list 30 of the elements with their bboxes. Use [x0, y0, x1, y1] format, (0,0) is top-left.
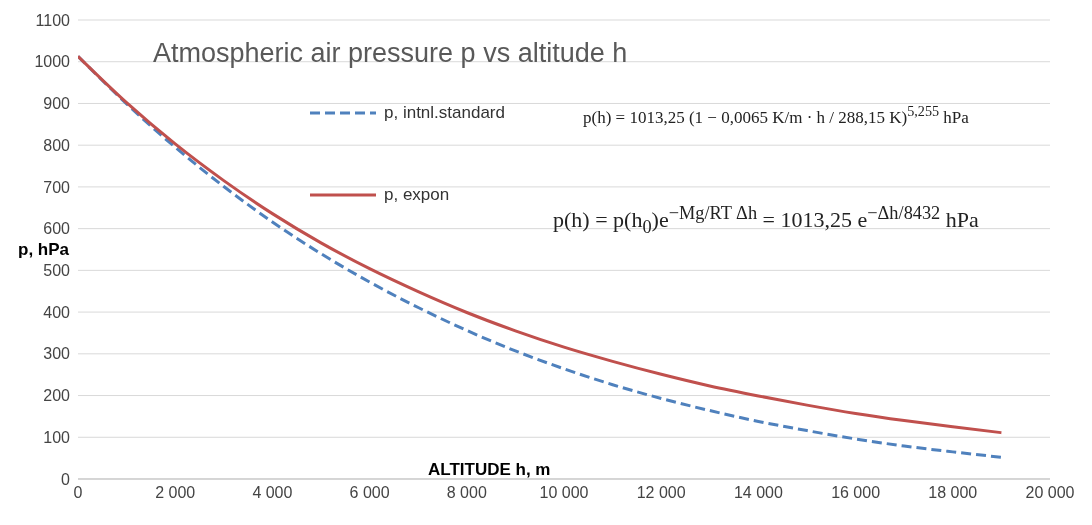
x-tick-label: 6 000: [349, 484, 390, 502]
text: Atmospheric air pressure p vs altitude h: [153, 38, 628, 69]
y-tick-label: 400: [43, 303, 71, 321]
x-tick-label: 12 000: [636, 484, 686, 502]
x-tick-label: 18 000: [928, 484, 978, 502]
x-tick-label: 0: [73, 484, 83, 502]
annotation: p(h) = 1013,25 (1 − 0,0065 K/m · h / 288,15 K)$^{5,255}$ hPa: [583, 103, 969, 128]
y-tick-label: 1100: [35, 11, 71, 29]
legend-label: p, expon: [384, 185, 450, 205]
y-tick-label: 500: [43, 262, 71, 280]
annotation: p(h) = p(h$_{0}$)e$^{−Mg/RT Δh}$ = 1013,25 e$^{−Δh/8432}$ hPa: [553, 203, 979, 238]
x-tick-label: 2 000: [155, 484, 196, 502]
y-tick-label: 600: [43, 220, 71, 238]
x-tick-label: 20 000: [1025, 484, 1075, 502]
x-tick-label: 8 000: [446, 484, 487, 502]
x-tick-label: 10 000: [539, 484, 589, 502]
y-tick-label: 300: [43, 345, 71, 363]
x-tick-label: 14 000: [733, 484, 783, 502]
x-tick-label: 4 000: [252, 484, 293, 502]
y-axis-title: p, hPa: [18, 240, 70, 260]
y-tick-label: 0: [61, 470, 71, 488]
y-tick-label: 1000: [34, 53, 71, 71]
x-axis-title: ALTITUDE h, m: [428, 460, 551, 480]
y-tick-label: 700: [43, 178, 71, 196]
x-tick-label: 16 000: [831, 484, 881, 502]
legend-label: p, intnl.standard: [384, 103, 505, 123]
y-tick-label: 900: [43, 95, 71, 113]
y-tick-label: 800: [43, 136, 71, 154]
y-tick-label: 200: [43, 387, 71, 405]
y-tick-label: 100: [43, 428, 71, 446]
